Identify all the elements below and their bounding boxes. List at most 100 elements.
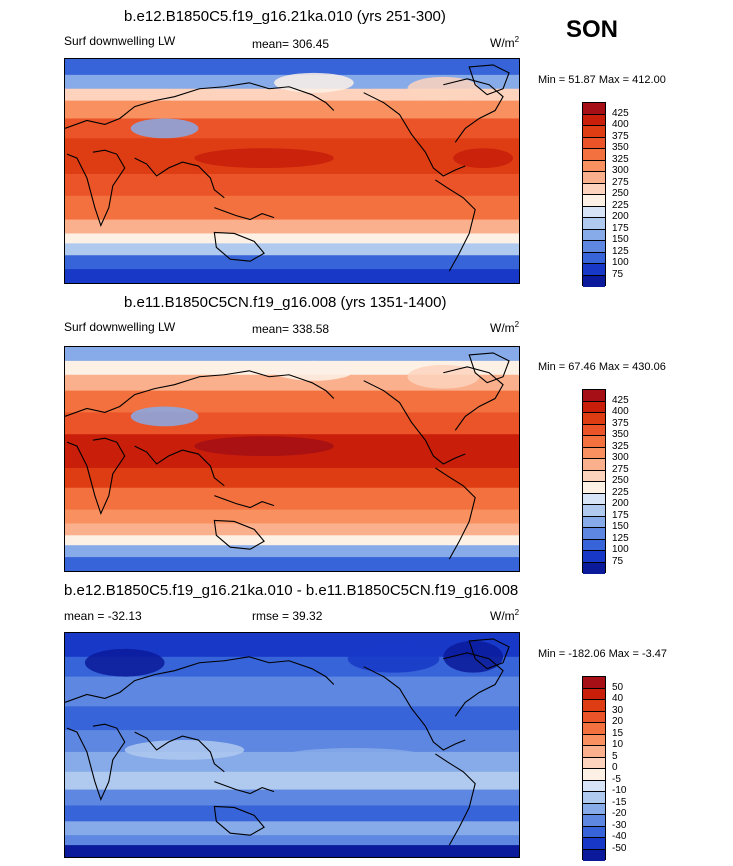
colorbar-tick-label: 400: [612, 406, 629, 417]
coastline: [214, 781, 275, 795]
coastline: [65, 82, 335, 129]
colorbar-tick-label: 10: [612, 739, 624, 750]
colorbar-swatch: [583, 803, 605, 815]
field-feature: [407, 76, 480, 101]
colorbar-tick-label: 375: [612, 417, 629, 429]
panel-3-map: [64, 632, 520, 858]
field-feature: [274, 72, 354, 93]
colorbar-tick-label: -5: [612, 773, 621, 785]
colorbar-swatch: [583, 482, 605, 494]
panel-2-title: b.e11.B1850C5CN.f19_g16.008 (yrs 1351-14…: [124, 294, 447, 311]
colorbar-swatch: [583, 424, 605, 436]
panel-1-colorbar: [582, 102, 606, 287]
colorbar-tick-label: 400: [612, 119, 629, 130]
colorbar-tick-label: 425: [612, 394, 629, 406]
coastline: [363, 380, 466, 465]
field-band: [65, 269, 519, 283]
field-feature: [347, 644, 440, 673]
panel-2-units: W/m2: [490, 320, 520, 335]
coastline: [435, 467, 476, 560]
colorbar-swatch: [583, 792, 605, 804]
colorbar-swatch: [583, 413, 605, 425]
colorbar-tick-label: 250: [612, 188, 629, 199]
colorbar-swatch: [583, 172, 605, 184]
colorbar-swatch: [583, 401, 605, 413]
colorbar-swatch: [583, 700, 605, 712]
colorbar-swatch: [583, 769, 605, 781]
coastline: [134, 157, 225, 199]
map-field: [65, 633, 519, 857]
coastline: [435, 179, 476, 272]
colorbar-swatch: [583, 780, 605, 792]
colorbar-swatch: [583, 711, 605, 723]
field-feature: [407, 364, 480, 389]
field-band: [65, 676, 519, 708]
colorbar-tick-label: 325: [612, 440, 629, 452]
field-feature: [284, 747, 424, 764]
colorbar-tick-label: 150: [612, 234, 629, 245]
field-feature: [130, 118, 199, 139]
field-band: [65, 509, 519, 525]
coastline: [134, 445, 225, 487]
colorbar-swatch: [583, 114, 605, 126]
colorbar-swatch: [583, 195, 605, 207]
colorbar-swatch: [583, 528, 605, 540]
field-band: [65, 771, 519, 791]
panel-2-mean-label: mean= 338.58: [252, 322, 330, 336]
field-feature: [453, 148, 514, 169]
coastline: [214, 207, 275, 221]
field-band: [65, 805, 519, 823]
colorbar-tick-label: 225: [612, 199, 629, 211]
field-band: [65, 557, 519, 571]
colorbar-tick-label: 350: [612, 142, 629, 153]
colorbar-tick-label: -10: [612, 785, 627, 796]
colorbar-swatch: [583, 149, 605, 161]
field-band: [65, 545, 519, 559]
colorbar-tick-label: 75: [612, 555, 624, 567]
coastline: [363, 666, 466, 751]
panel-2-variable-label: Surf downwelling LW: [64, 320, 176, 334]
colorbar-swatch: [583, 229, 605, 241]
field-band: [65, 243, 519, 257]
field-feature: [194, 148, 334, 169]
colorbar-tick-label: 0: [612, 762, 618, 773]
colorbar-swatch: [583, 539, 605, 551]
colorbar-tick-label: 300: [612, 452, 629, 463]
panel-1-units: W/m2: [490, 35, 520, 50]
coastline: [66, 149, 126, 228]
field-band: [65, 845, 519, 857]
colorbar-swatch: [583, 757, 605, 769]
colorbar-swatch: [583, 688, 605, 700]
field-feature: [130, 406, 199, 427]
colorbar-tick-label: 125: [612, 532, 629, 544]
colorbar-tick-label: -40: [612, 831, 627, 842]
field-band: [65, 535, 519, 547]
colorbar-swatch: [583, 275, 605, 287]
colorbar-swatch: [583, 137, 605, 149]
colorbar-swatch: [583, 390, 605, 402]
panel-1-mean-label: mean= 306.45: [252, 37, 330, 51]
colorbar-swatch: [583, 459, 605, 471]
coastline: [468, 352, 510, 384]
field-band: [65, 88, 519, 102]
field-band: [65, 523, 519, 537]
coastline: [443, 652, 504, 717]
panel-3-title: b.e12.B1850C5.f19_g16.21ka.010 - b.e11.B…: [64, 582, 519, 599]
field-band: [65, 219, 519, 235]
panel-1-title: b.e12.B1850C5.f19_g16.21ka.010 (yrs 251-…: [124, 8, 446, 25]
colorbar-swatch: [583, 206, 605, 218]
colorbar-swatch: [583, 723, 605, 735]
coastline: [65, 370, 335, 417]
colorbar-tick-label: 350: [612, 429, 629, 440]
field-feature: [124, 740, 245, 760]
field-band: [65, 821, 519, 837]
coastline: [468, 64, 510, 96]
field-band: [65, 487, 519, 511]
colorbar-tick-label: 300: [612, 165, 629, 176]
colorbar-swatch: [583, 252, 605, 264]
panel-3-units: W/m2: [490, 608, 520, 623]
field-feature: [84, 648, 165, 677]
colorbar-swatch: [583, 493, 605, 505]
colorbar-swatch: [583, 516, 605, 528]
colorbar-tick-label: -50: [612, 842, 627, 854]
